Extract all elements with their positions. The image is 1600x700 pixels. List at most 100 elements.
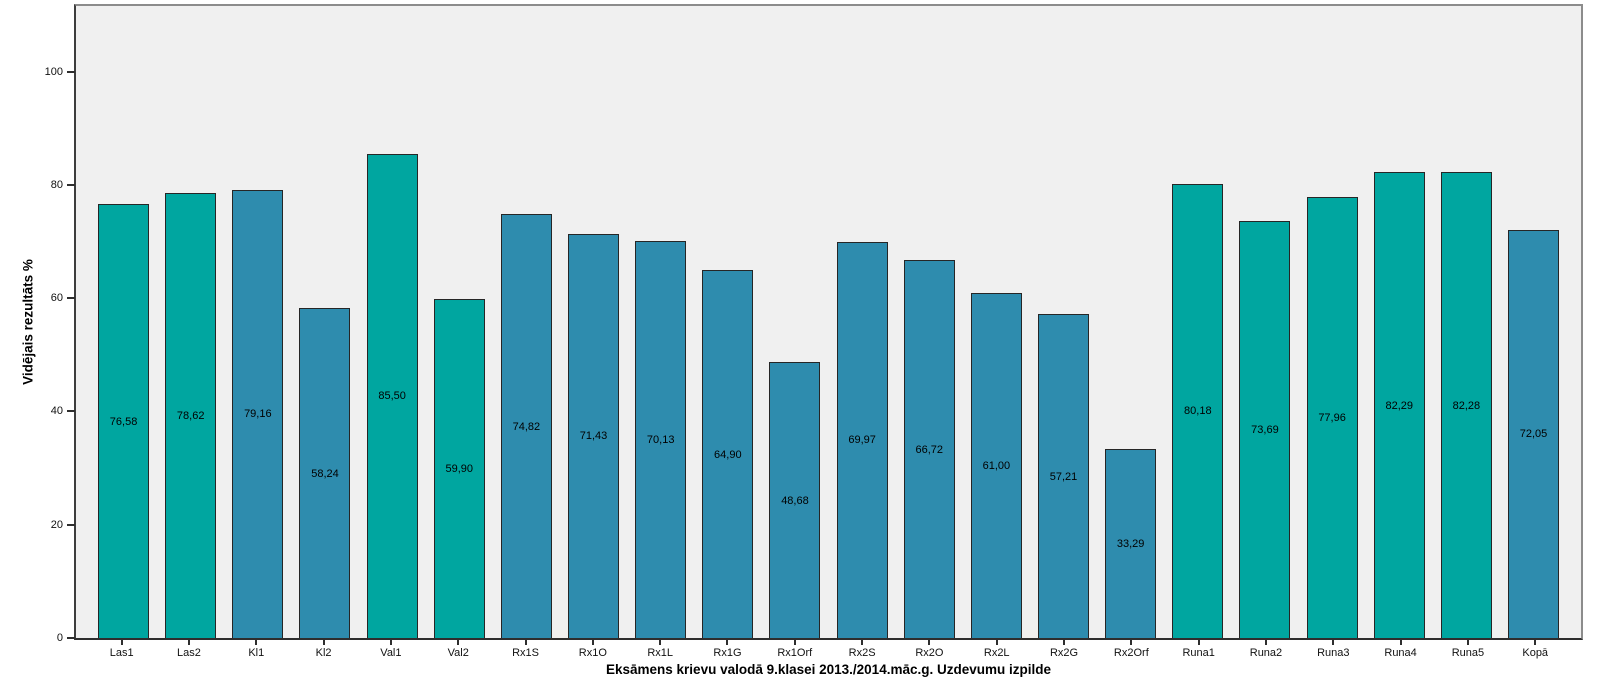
x-axis-cell: Runa2 — [1232, 640, 1299, 666]
x-tick-mark — [591, 640, 594, 645]
x-tick-label: Runa5 — [1451, 647, 1485, 659]
bar-slot: 85,50 — [359, 6, 426, 638]
x-axis-title: Eksāmens krievu valodā 9.klasei 2013./20… — [606, 662, 1051, 677]
plot-area: 0 20 40 60 80 100 76,58 78,62 79,16 58,24 85,50 59… — [45, 4, 1583, 644]
bar-value-label: 82,29 — [1385, 399, 1413, 412]
bar-value-label: 70,13 — [646, 433, 675, 446]
bar-slot: 78,62 — [157, 6, 224, 638]
bar-slot: 71,43 — [560, 6, 627, 638]
x-axis-cell: Runa5 — [1434, 640, 1501, 666]
bar-slot: 59,90 — [426, 6, 493, 638]
bar-value-label: 73,69 — [1251, 423, 1279, 436]
bar-slot: 70,13 — [627, 6, 694, 638]
x-tick-label: Rx1S — [512, 647, 539, 659]
x-tick-mark — [1130, 640, 1133, 645]
bar-Runa3: 77,96 — [1306, 196, 1358, 638]
x-tick-mark — [1399, 640, 1402, 645]
x-tick-label: Val2 — [447, 647, 469, 659]
bar-Runa5: 82,28 — [1440, 172, 1492, 638]
y-tick-mark — [67, 410, 75, 413]
x-tick-mark — [322, 640, 325, 645]
bar-value-label: 72,05 — [1519, 428, 1548, 441]
bar-Rx1G: 64,90 — [702, 270, 754, 638]
x-tick-mark — [1063, 640, 1066, 645]
y-axis-title: Vidējais rezultāts % — [20, 259, 36, 385]
bar-value-label: 82,28 — [1452, 399, 1481, 412]
x-tick-mark — [1332, 640, 1335, 645]
x-axis-cell: Runa4 — [1367, 640, 1434, 666]
x-tick-mark — [928, 640, 931, 645]
x-axis-cell: Rx1G — [694, 640, 761, 666]
x-tick-mark — [861, 640, 864, 645]
x-tick-mark — [524, 640, 527, 645]
bar-Runa4: 82,29 — [1373, 172, 1425, 638]
x-tick-label: Las1 — [109, 647, 134, 659]
x-tick-label: Kopā — [1522, 647, 1549, 659]
x-axis-cell: Kl1 — [223, 640, 290, 666]
bar-value-label: 76,58 — [109, 415, 138, 428]
bar-slot: 58,24 — [291, 6, 358, 638]
bar-slot: 79,16 — [224, 6, 291, 638]
bar-value-label: 77,96 — [1318, 411, 1346, 424]
x-tick-mark — [1534, 640, 1537, 645]
x-axis-cell: Rx1O — [559, 640, 626, 666]
x-tick-label: Kl1 — [248, 647, 265, 659]
bar-slot: 69,97 — [829, 6, 896, 638]
x-tick-label: Rx2S — [848, 647, 876, 659]
x-tick-mark — [457, 640, 460, 645]
x-tick-mark — [1466, 640, 1469, 645]
x-tick-mark — [389, 640, 392, 645]
x-axis-cell: Rx1S — [492, 640, 559, 666]
bar-Rx1S: 74,82 — [500, 214, 552, 638]
x-tick-mark — [1264, 640, 1267, 645]
bar-Las1: 76,58 — [98, 204, 150, 638]
x-tick-mark — [726, 640, 729, 645]
x-tick-label: Rx2O — [915, 647, 944, 659]
x-tick-mark — [995, 640, 998, 645]
bar-Runa1: 80,18 — [1172, 183, 1224, 638]
x-tick-label: Rx1L — [647, 647, 673, 659]
x-axis-cell: Rx2O — [896, 640, 963, 666]
y-tick-label: 60 — [50, 292, 63, 305]
x-tick-label: Runa1 — [1182, 647, 1215, 659]
bar-value-label: 71,43 — [579, 430, 608, 443]
bars-container: 76,58 78,62 79,16 58,24 85,50 59,90 74,82 71,43… — [90, 6, 1567, 638]
bar-value-label: 57,21 — [1049, 470, 1078, 483]
x-tick-label: Rx1Orf — [777, 647, 813, 659]
x-tick-mark — [120, 640, 123, 645]
y-tick-mark — [67, 297, 75, 300]
bar-value-label: 48,68 — [781, 494, 809, 507]
y-tick-label: 20 — [50, 518, 63, 531]
bar-value-label: 79,16 — [244, 408, 272, 421]
x-tick-label: Kl2 — [315, 647, 332, 659]
bar-slot: 72,05 — [1500, 6, 1567, 638]
bar-slot: 82,28 — [1433, 6, 1500, 638]
y-tick-label: 100 — [44, 65, 63, 78]
x-tick-mark — [1197, 640, 1200, 645]
x-axis-cell: Val2 — [425, 640, 492, 666]
x-tick-mark — [793, 640, 796, 645]
x-tick-mark — [187, 640, 190, 645]
bar-slot: 48,68 — [761, 6, 828, 638]
bar-value-label: 80,18 — [1184, 405, 1212, 418]
bar-Kl1: 79,16 — [232, 189, 284, 638]
x-tick-mark — [659, 640, 662, 645]
bar-slot: 80,18 — [1164, 6, 1231, 638]
y-tick-label: 0 — [56, 632, 63, 644]
y-tick-mark — [67, 70, 75, 73]
y-tick-mark — [67, 637, 75, 639]
bar-Las2: 78,62 — [165, 192, 217, 638]
bar-Rx1Orf: 48,68 — [769, 362, 821, 638]
bar-value-label: 85,50 — [378, 390, 406, 403]
y-tick-mark — [67, 523, 75, 526]
x-tick-label: Rx2L — [983, 647, 1010, 659]
x-axis-cell: Rx2G — [1030, 640, 1097, 666]
bar-value-label: 74,82 — [512, 420, 541, 433]
bar-value-label: 64,90 — [714, 448, 742, 461]
bar-Rx2S: 69,97 — [836, 241, 888, 638]
x-axis-cell: Val1 — [357, 640, 424, 666]
x-axis-cell: Kopā — [1502, 640, 1569, 666]
x-tick-label: Rx2Orf — [1113, 647, 1149, 659]
x-tick-label: Runa4 — [1384, 647, 1417, 659]
